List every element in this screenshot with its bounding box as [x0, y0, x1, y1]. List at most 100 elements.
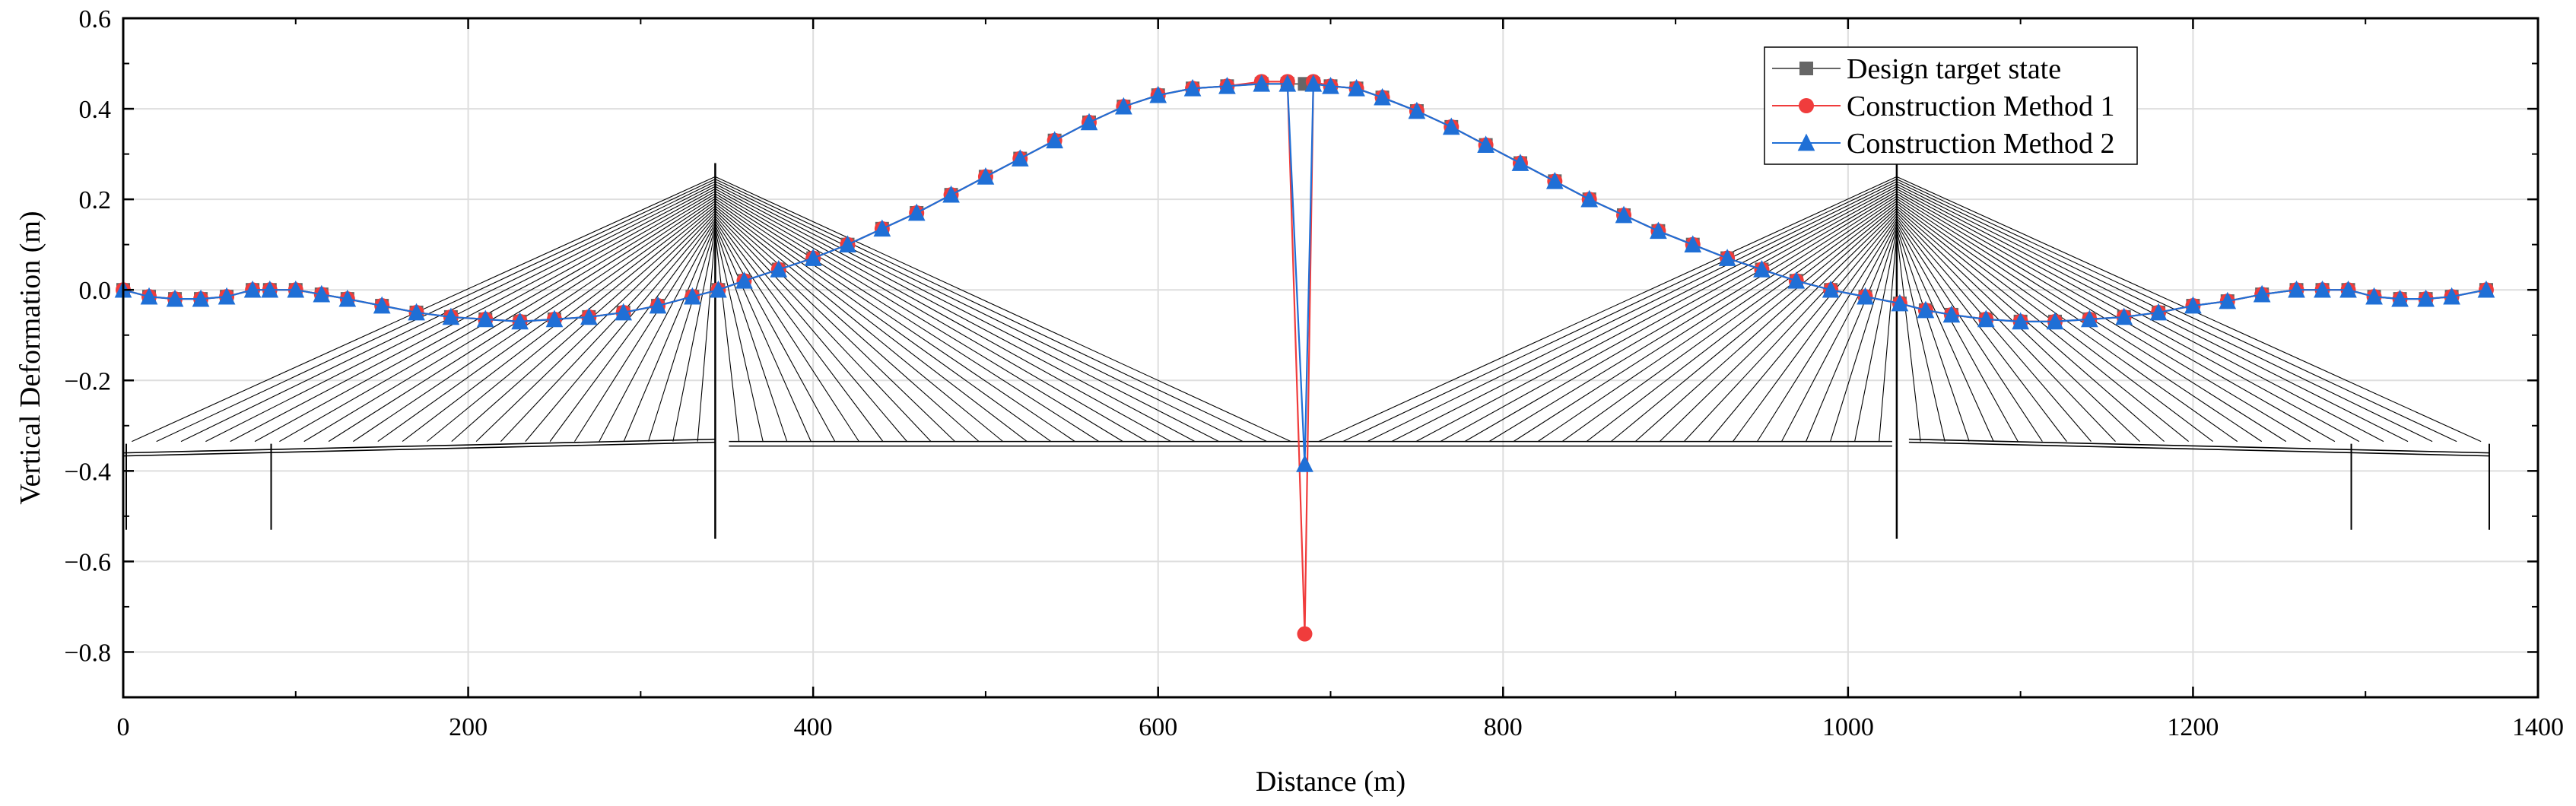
data-point [2314, 280, 2331, 298]
bridge-cable [1634, 208, 1898, 443]
bridge-cable [1732, 217, 1898, 442]
bridge-cable [715, 208, 980, 443]
data-point [313, 284, 331, 303]
x-axis-label: Distance (m) [1256, 766, 1406, 798]
data-point [243, 280, 262, 298]
bridge-cable [715, 181, 1244, 443]
legend-label-method-2: Construction Method 2 [1847, 128, 2115, 160]
legend-label-method-1: Construction Method 1 [1847, 90, 2115, 122]
bridge-cable [1415, 186, 1898, 443]
bridge-cable [1342, 179, 1898, 443]
data-point [511, 312, 529, 330]
bridge-cable [1586, 203, 1898, 443]
bridge-cable [1561, 200, 1898, 443]
bridge-cable [1896, 179, 2457, 443]
x-tick-label: 1200 [2167, 713, 2219, 741]
legend: Design target state Construction Method … [1764, 46, 2138, 165]
bridge-cable [714, 220, 859, 442]
bridge-cable [500, 212, 716, 442]
y-tick-label: 0.4 [79, 96, 112, 124]
data-point [2417, 289, 2435, 307]
data-point [2149, 303, 2168, 321]
bridge-cable [715, 212, 932, 442]
data-point [770, 260, 788, 278]
data-point [192, 289, 210, 307]
bridge-cable [1896, 205, 2189, 443]
data-point [166, 289, 184, 307]
data-point [1011, 149, 1029, 167]
x-tick-label: 600 [1139, 713, 1177, 741]
data-point [1183, 78, 1202, 97]
data-point [710, 280, 727, 298]
y-tick-label: −0.4 [64, 458, 111, 486]
data-point [907, 203, 926, 221]
bridge-cable [475, 210, 716, 443]
data-point [977, 167, 995, 185]
data-point [2081, 309, 2098, 328]
data-point [1822, 280, 1840, 298]
data-point [1253, 74, 1271, 92]
y-tick-label: 0.6 [79, 5, 112, 33]
data-point [408, 303, 425, 321]
bridge-cable [714, 230, 764, 442]
bridge-schematic [122, 163, 2490, 539]
bridge-cable [599, 222, 716, 442]
bridge-cable [279, 191, 716, 443]
data-point [373, 296, 391, 314]
bridge-cable [714, 222, 836, 442]
data-point [2288, 280, 2305, 298]
data-point [1278, 74, 1297, 92]
bridge-cable [715, 186, 1196, 443]
data-point [2365, 287, 2383, 305]
bridge-cable [230, 186, 716, 443]
bridge-cable [1488, 193, 1898, 443]
bridge-cable [715, 183, 1219, 443]
bridge-cable [1756, 220, 1898, 442]
bridge-cable [715, 179, 1268, 443]
bridge-cable [1854, 230, 1898, 442]
data-point [545, 309, 564, 328]
data-point [649, 296, 667, 314]
bridge-cable [1830, 227, 1898, 442]
bridge-cable [715, 210, 955, 443]
legend-entry-method-2: Construction Method 2 [1772, 128, 2115, 160]
bridge-cable [1806, 225, 1898, 442]
bridge-cable [1896, 191, 2336, 443]
bridge-cable [1896, 232, 1921, 442]
bridge-cable [574, 220, 716, 442]
data-point [1511, 154, 1529, 171]
bridge-cable [1896, 222, 2019, 442]
bridge-cable [156, 179, 716, 443]
data-point [1977, 309, 1995, 328]
x-tick-label: 0 [117, 713, 130, 741]
data-point [1917, 300, 1935, 319]
data-point [2046, 312, 2064, 330]
data-point [2339, 280, 2357, 298]
bridge-cable [1896, 215, 2092, 442]
bridge-cable [1440, 188, 1898, 443]
data-point [2253, 284, 2271, 303]
bridge-cable [714, 217, 884, 442]
bridge-cable [1896, 225, 1994, 442]
data-point [476, 309, 494, 328]
bridge-cable [715, 200, 1052, 443]
data-point [615, 303, 633, 321]
bridge-cable [1896, 220, 2043, 442]
data-point [2219, 291, 2237, 309]
bridge-cable [715, 191, 1148, 443]
bridge-cable [714, 225, 812, 442]
data-point [1296, 455, 1313, 472]
data-point [1891, 294, 1909, 312]
series-3 [114, 74, 2495, 472]
x-tick-label: 800 [1484, 713, 1523, 741]
data-series [114, 74, 2495, 642]
data-point [1348, 78, 1365, 97]
data-point [2391, 289, 2409, 307]
bridge-cable [525, 215, 716, 442]
data-point [1374, 87, 1391, 106]
y-tick-label: −0.8 [64, 639, 111, 667]
bridge-cable [1879, 232, 1898, 442]
bridge-cable [714, 232, 740, 442]
data-point [1046, 131, 1063, 149]
x-tick-label: 1400 [2512, 713, 2564, 741]
